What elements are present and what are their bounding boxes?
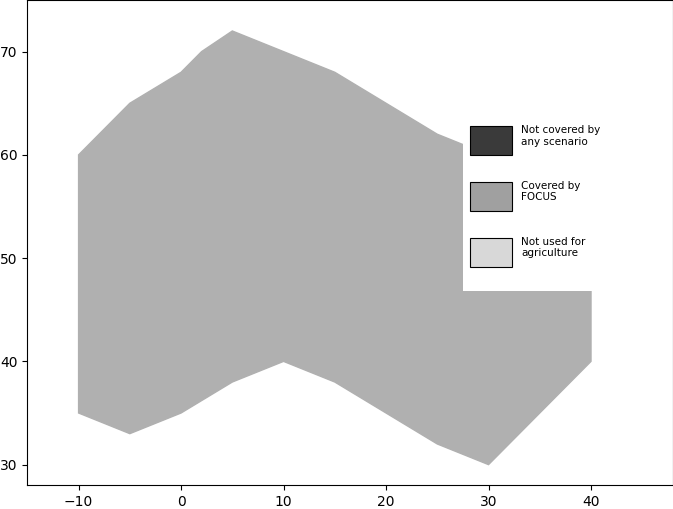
FancyBboxPatch shape <box>470 238 511 267</box>
Text: Not covered by
any scenario: Not covered by any scenario <box>522 125 600 147</box>
FancyBboxPatch shape <box>470 126 511 155</box>
Text: Covered by
FOCUS: Covered by FOCUS <box>522 181 581 203</box>
Polygon shape <box>79 31 591 465</box>
FancyBboxPatch shape <box>470 182 511 211</box>
Bar <box>463 121 670 291</box>
Text: Not used for
agriculture: Not used for agriculture <box>522 237 586 258</box>
